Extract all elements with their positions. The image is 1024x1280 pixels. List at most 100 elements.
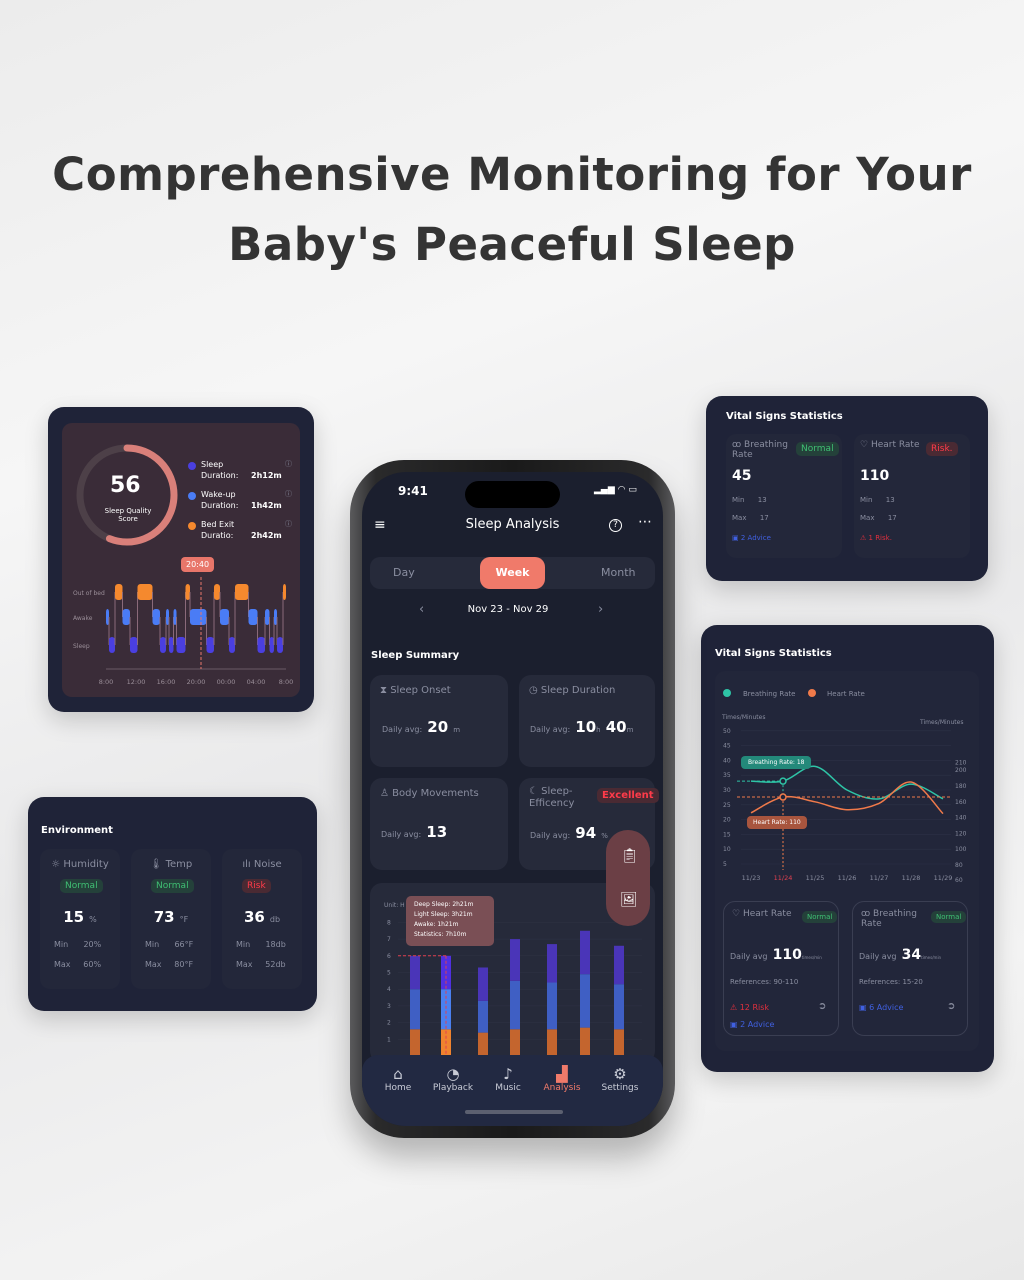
- status-badge: Normal: [151, 879, 194, 893]
- right-tick: 100: [955, 846, 967, 853]
- humidity-icon: ☼: [51, 859, 61, 870]
- nav-settings[interactable]: ⚙ Settings: [590, 1065, 650, 1093]
- right-axis-label: Times/Minutes: [920, 719, 964, 726]
- y-tick: 4: [387, 986, 391, 993]
- stage-segment: [235, 584, 249, 600]
- legend-value: 1h42m: [251, 501, 282, 510]
- state-label: Out of bed: [73, 590, 105, 597]
- help-icon[interactable]: ?: [609, 519, 622, 532]
- bar-segment[interactable]: [510, 980, 520, 1030]
- vital-heart-card[interactable]: ♡ Heart Rate Risk. 110 Min 13 Max 17 ⚠ 1 Risk…: [854, 434, 970, 558]
- bar-segment[interactable]: [580, 974, 590, 1028]
- bar-segment[interactable]: [510, 939, 520, 981]
- bar-segment[interactable]: [478, 967, 488, 1001]
- bar-segment[interactable]: [441, 989, 451, 1030]
- bar-segment[interactable]: [580, 930, 590, 975]
- advice-link[interactable]: ▣ 2 Advice: [730, 1020, 775, 1029]
- vital-name: ♡ Heart Rate: [860, 440, 920, 450]
- arrow-right-icon[interactable]: ➲: [818, 1001, 827, 1012]
- bar-segment[interactable]: [547, 944, 557, 983]
- env-noise-card[interactable]: ılı Noise Risk 36 db Min 18db Max 52db: [222, 849, 302, 989]
- env-humidity-card[interactable]: ☼ Humidity Normal 15 % Min 20% Max 60%: [40, 849, 120, 989]
- bar-segment[interactable]: [410, 1029, 420, 1056]
- date-tick[interactable]: 11/29: [934, 874, 953, 882]
- breathing-legend-dot: [723, 689, 731, 697]
- advice-link[interactable]: ▣ 2 Advice: [732, 534, 771, 542]
- left-tick: 40: [723, 757, 731, 764]
- info-icon[interactable]: ⓘ: [285, 520, 292, 528]
- date-range: Nov 23 - Nov 29: [467, 604, 549, 615]
- vital-detail-card[interactable]: ꝏ Breathing Rate Normal Daily avg 34times/…: [852, 901, 968, 1036]
- time-tick: 04:00: [247, 678, 266, 686]
- nav-home[interactable]: ⌂ Home: [368, 1065, 428, 1093]
- prev-week-button[interactable]: ‹: [419, 602, 425, 617]
- card-name: ♡ Heart Rate: [732, 909, 792, 919]
- vital-big-title: Vital Signs Statistics: [715, 648, 832, 659]
- bar-segment[interactable]: [410, 989, 420, 1030]
- bar-segment[interactable]: [580, 1027, 590, 1056]
- date-tick[interactable]: 11/28: [902, 874, 921, 882]
- bar-segment[interactable]: [614, 1029, 624, 1056]
- nav-playback[interactable]: ◔ Playback: [423, 1065, 483, 1093]
- y-tick: 7: [387, 936, 391, 943]
- vital-breathing-card[interactable]: ꝏ Breathing Rate Normal 45 Min 13 Max 17 ▣ 2 …: [726, 434, 842, 558]
- excellent-badge: Excellent: [597, 788, 659, 803]
- sleep-duration-card[interactable]: ◷ Sleep Duration Daily avg: 10h 40m: [519, 675, 655, 767]
- stage-segment: [160, 637, 166, 653]
- tab-week[interactable]: Week: [480, 557, 545, 589]
- date-tick[interactable]: 11/25: [806, 874, 825, 882]
- right-tick: 180: [955, 783, 967, 790]
- info-icon[interactable]: ⓘ: [285, 460, 292, 468]
- body-movements-card[interactable]: ♙ Body Movements Daily avg: 13: [370, 778, 508, 870]
- more-icon[interactable]: ⋯: [638, 514, 652, 530]
- nav-music[interactable]: ♪ Music: [478, 1065, 538, 1093]
- bar-segment[interactable]: [614, 945, 624, 985]
- nav-analysis[interactable]: ▟ Analysis: [532, 1065, 592, 1093]
- heart-tooltip: Heart Rate: 110: [747, 816, 807, 829]
- bar-segment[interactable]: [614, 984, 624, 1030]
- clipboard-icon[interactable]: 📋︎: [621, 848, 639, 864]
- date-tick[interactable]: 11/26: [838, 874, 857, 882]
- bar-segment[interactable]: [547, 1029, 557, 1056]
- tab-day[interactable]: Day: [393, 566, 415, 579]
- menu-icon[interactable]: ≡: [374, 517, 386, 533]
- bar-segment[interactable]: [478, 1032, 488, 1056]
- bar-segment[interactable]: [510, 1029, 520, 1056]
- risk-link[interactable]: ⚠ 12 Risk: [730, 1003, 770, 1012]
- selected-point[interactable]: [779, 777, 787, 785]
- bar-segment[interactable]: [478, 1000, 488, 1033]
- heart-icon: ♡: [732, 909, 741, 919]
- daily-avg: Daily avg 110times/min: [730, 947, 822, 963]
- bar-segment[interactable]: [410, 955, 420, 990]
- advice-icon: ▣: [859, 1003, 867, 1012]
- env-name: ılı Noise: [242, 859, 282, 870]
- page-title: Sleep Analysis: [465, 517, 560, 532]
- bar-segment[interactable]: [547, 982, 557, 1030]
- advice-link[interactable]: ▣ 6 Advice: [859, 1003, 904, 1012]
- clock-icon: ◷: [529, 685, 541, 696]
- sleep-onset-value: 20: [427, 718, 449, 736]
- date-tick[interactable]: 11/23: [742, 874, 761, 882]
- home-icon: ⌂: [393, 1065, 403, 1083]
- state-label: Sleep: [73, 643, 90, 650]
- env-temp-card[interactable]: 🌡︎ Temp Normal 73 °F Min 66°F Max 80°F: [131, 849, 211, 989]
- tab-month[interactable]: Month: [601, 566, 636, 579]
- next-week-button[interactable]: ›: [598, 602, 604, 617]
- info-icon[interactable]: ⓘ: [285, 490, 292, 498]
- breathing-tooltip: Breathing Rate: 18: [741, 756, 812, 769]
- phone-screen: 9:41 ▂▄▆ ◠ ▭ ≡ Sleep Analysis ? ⋯ Day We…: [362, 472, 663, 1126]
- date-tick[interactable]: 11/24: [774, 874, 793, 882]
- env-name: 🌡︎ Temp: [149, 859, 193, 870]
- risk-link[interactable]: ⚠ 1 Risk.: [860, 534, 892, 542]
- arrow-right-icon[interactable]: ➲: [947, 1001, 956, 1012]
- date-tick[interactable]: 11/27: [870, 874, 889, 882]
- selected-point[interactable]: [779, 793, 787, 801]
- image-icon[interactable]: 🖼︎: [620, 892, 638, 908]
- y-tick: 6: [387, 953, 391, 960]
- vital-line-chart: 5 10 15 20 25 30 35 40 45 50 60 80 100 120 140 160 180 20…: [723, 728, 967, 884]
- vital-value: 45: [732, 468, 752, 484]
- dynamic-island: [465, 481, 560, 508]
- left-tick: 25: [723, 802, 731, 809]
- vital-detail-card[interactable]: ♡ Heart Rate Normal Daily avg 110times/min…: [723, 901, 839, 1036]
- sleep-onset-card[interactable]: ⧗ Sleep Onset Daily avg: 20 m: [370, 675, 508, 767]
